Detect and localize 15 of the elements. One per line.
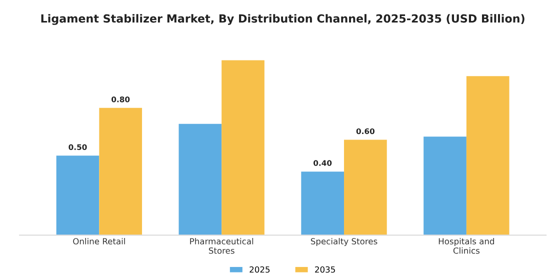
x-tick-label: Specialty Stores xyxy=(310,238,378,246)
bar xyxy=(301,172,344,236)
bar xyxy=(344,140,387,236)
bar xyxy=(178,124,222,236)
x-tick-label: Hospitals and Clinics xyxy=(438,238,494,254)
x-tick-label: Pharmaceutical Stores xyxy=(190,238,254,254)
legend-label: 2025 xyxy=(250,266,270,273)
chart-title: Ligament Stabilizer Market, By Distribution Channel, 2025-2035 (USD Billion) xyxy=(41,14,524,25)
bar xyxy=(424,136,466,236)
x-tick-label: Online Retail xyxy=(73,238,125,244)
bar xyxy=(99,108,142,236)
bar xyxy=(466,76,510,236)
legend-label: 2035 xyxy=(315,266,335,273)
bar xyxy=(222,60,264,236)
bar xyxy=(56,156,100,236)
